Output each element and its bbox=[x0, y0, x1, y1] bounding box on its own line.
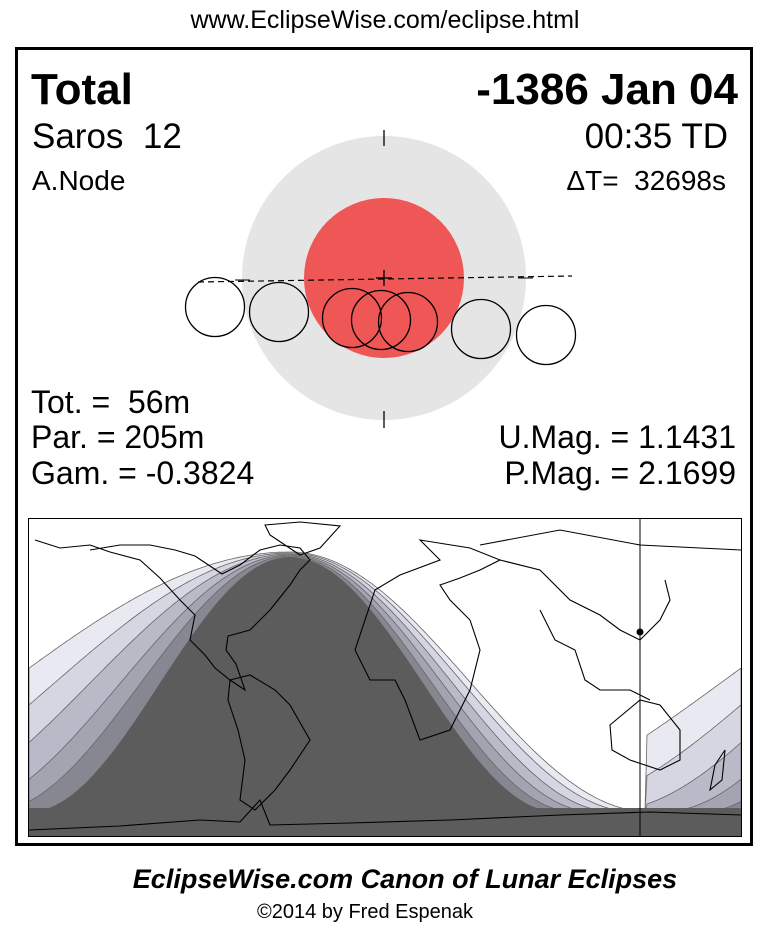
totality-duration: Tot. = 56m bbox=[31, 384, 191, 420]
eclipse-type: Total bbox=[31, 65, 133, 114]
penumbral-magnitude: P.Mag. = 2.1699 bbox=[504, 455, 736, 491]
visibility-band bbox=[29, 557, 741, 836]
greenland-coast bbox=[264, 521, 342, 556]
saros-number: Saros 12 bbox=[32, 117, 182, 156]
delta-t: ΔT= 32698s bbox=[566, 165, 726, 196]
moon-position bbox=[515, 304, 577, 366]
moon-position bbox=[377, 291, 439, 353]
partial-duration: Par. = 205m bbox=[31, 419, 205, 455]
footer-copyright: ©2014 by Fred Espenak bbox=[257, 901, 473, 923]
moon-position bbox=[450, 298, 512, 360]
south-america-coast bbox=[227, 674, 311, 811]
map-border bbox=[28, 518, 742, 837]
moon-position bbox=[184, 276, 246, 338]
australia-coast bbox=[609, 699, 681, 771]
north-america-coast bbox=[34, 539, 311, 692]
footer-title: EclipseWise.com Canon of Lunar Eclipses bbox=[132, 864, 678, 894]
moon-position bbox=[350, 289, 412, 351]
coastlines bbox=[29, 521, 741, 831]
eclipse-geometry-diagram bbox=[184, 130, 577, 428]
eclipse-time: 00:35 TD bbox=[584, 117, 728, 156]
eclipse-panel bbox=[15, 47, 753, 846]
visibility-map bbox=[28, 518, 742, 837]
eclipse-date: -1386 Jan 04 bbox=[476, 65, 738, 114]
ecliptic-path bbox=[197, 275, 573, 283]
gamma: Gam. = -0.3824 bbox=[31, 455, 255, 491]
moon-position bbox=[248, 281, 310, 343]
umbral-magnitude: U.Mag. = 1.1431 bbox=[498, 419, 736, 455]
europe-africa-coast bbox=[354, 539, 502, 741]
source-url: www.EclipseWise.com/eclipse.html bbox=[190, 6, 580, 34]
node: A.Node bbox=[32, 165, 126, 196]
sub-lunar-point bbox=[636, 628, 644, 636]
new-zealand-coast bbox=[709, 749, 726, 792]
antarctica-coast bbox=[29, 798, 741, 831]
moon-position bbox=[321, 287, 383, 349]
